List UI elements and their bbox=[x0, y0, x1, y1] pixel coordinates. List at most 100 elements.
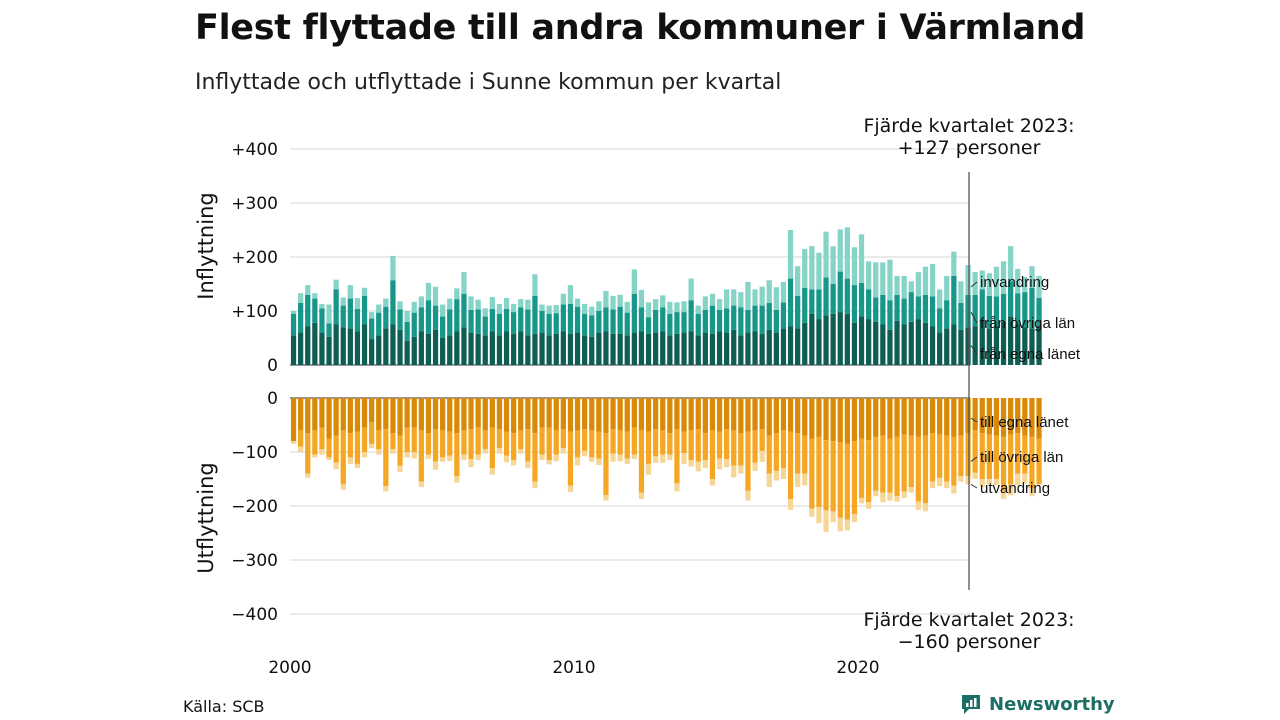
out-bar-segment bbox=[347, 398, 353, 434]
in-bar-segment bbox=[823, 231, 829, 278]
in-bar-segment bbox=[1022, 276, 1028, 293]
in-bar-segment bbox=[866, 319, 872, 365]
out-bar-segment bbox=[418, 398, 424, 431]
in-bar-segment bbox=[752, 289, 758, 306]
out-bar-segment bbox=[653, 398, 659, 430]
in-bar-segment bbox=[958, 281, 964, 303]
in-bar-segment bbox=[560, 331, 566, 365]
in-bar-segment bbox=[319, 303, 325, 309]
out-bar-segment bbox=[738, 465, 744, 474]
out-bar-segment bbox=[489, 398, 495, 428]
out-bar-segment bbox=[326, 438, 332, 458]
out-bar-segment bbox=[979, 479, 985, 488]
out-bar-segment bbox=[844, 398, 850, 444]
in-bar-segment bbox=[944, 328, 950, 365]
in-bar-segment bbox=[447, 335, 453, 365]
in-bar-segment bbox=[361, 287, 368, 296]
in-bar-segment bbox=[525, 299, 531, 310]
in-bar-segment bbox=[397, 309, 403, 330]
in-bar-segment bbox=[645, 317, 652, 334]
out-bar-segment bbox=[461, 430, 467, 455]
in-bar-segment bbox=[354, 298, 361, 309]
in-bar-segment bbox=[383, 298, 389, 307]
in-bar-segment bbox=[574, 306, 581, 333]
in-bar-segment bbox=[589, 315, 595, 337]
in-bar-segment bbox=[411, 312, 417, 337]
in-bar-segment bbox=[290, 311, 297, 314]
in-bar-segment bbox=[780, 328, 787, 365]
chart-canvas: 0 +100 +200 +300 +400 Inflyttning från egna lä… bbox=[194, 115, 1081, 678]
out-bar-segment bbox=[1022, 473, 1028, 484]
out-bar-segment bbox=[418, 481, 424, 488]
in-bar-segment bbox=[681, 332, 687, 365]
out-bar-segment bbox=[454, 398, 460, 434]
in-bar-segment bbox=[596, 311, 602, 333]
in-bar-segment bbox=[1036, 298, 1042, 327]
in-bar-segment bbox=[908, 281, 914, 293]
in-bar-segment bbox=[674, 302, 680, 313]
out-bar-segment bbox=[780, 430, 787, 469]
out-bar-segment bbox=[1000, 398, 1007, 437]
in-bar-segment bbox=[638, 307, 645, 332]
in-bar-segment bbox=[809, 313, 815, 365]
out-bar-segment bbox=[589, 398, 595, 431]
in-bar-segment bbox=[333, 324, 339, 365]
out-bar-segment bbox=[532, 481, 538, 489]
in-bar-segment bbox=[511, 312, 517, 334]
in-bar-segment bbox=[802, 287, 808, 323]
in-bar-segment bbox=[468, 309, 474, 333]
out-bar-segment bbox=[532, 398, 538, 434]
out-bar-segment bbox=[830, 511, 836, 523]
out-bar-segment bbox=[1000, 436, 1007, 491]
in-bar-segment bbox=[1008, 281, 1014, 317]
out-bar-segment bbox=[674, 398, 680, 430]
in-bar-segment bbox=[901, 324, 907, 365]
in-bar-segment bbox=[532, 274, 538, 296]
in-bar-segment bbox=[361, 324, 368, 365]
in-bar-segment bbox=[553, 333, 559, 365]
out-bar-segment bbox=[511, 460, 517, 466]
in-bar-segment bbox=[830, 313, 836, 365]
in-bar-segment bbox=[752, 331, 758, 365]
out-bar-segment bbox=[695, 461, 701, 472]
out-bar-segment bbox=[986, 398, 992, 435]
in-bar-segment bbox=[290, 335, 297, 365]
in-bar-segment bbox=[454, 331, 460, 365]
in-bar-segment bbox=[660, 331, 666, 365]
out-bar-segment bbox=[908, 398, 914, 436]
in-bar-segment bbox=[858, 234, 865, 283]
out-bar-segment bbox=[411, 427, 417, 452]
in-bar-segment bbox=[1000, 321, 1007, 365]
in-bar-segment bbox=[603, 291, 609, 308]
out-bar-segment bbox=[809, 438, 815, 509]
in-ytick-label: 0 bbox=[267, 356, 278, 376]
in-bar-segment bbox=[944, 300, 950, 329]
out-bar-segment bbox=[582, 450, 588, 457]
out-bar-segment bbox=[298, 446, 304, 452]
out-bar-segment bbox=[475, 427, 481, 455]
out-bar-segment bbox=[503, 398, 510, 432]
in-bar-segment bbox=[674, 333, 680, 365]
out-bar-segment bbox=[823, 398, 829, 441]
in-bar-segment bbox=[993, 296, 1000, 327]
out-ytick-label: −300 bbox=[231, 551, 278, 571]
out-bar-segment bbox=[631, 398, 637, 428]
out-bar-segment bbox=[305, 473, 311, 478]
out-bar-segment bbox=[695, 429, 701, 462]
in-bar-segment bbox=[653, 299, 659, 310]
in-bar-segment bbox=[447, 298, 453, 310]
in-bar-segment bbox=[333, 289, 339, 325]
out-bar-segment bbox=[979, 398, 985, 434]
in-series-label-connector bbox=[970, 281, 978, 288]
out-bar-segment bbox=[709, 398, 716, 431]
out-bar-segment bbox=[787, 431, 794, 499]
out-bar-segment bbox=[986, 434, 992, 479]
out-bar-segment bbox=[802, 435, 808, 474]
out-bar-segment bbox=[745, 490, 751, 501]
in-bar-segment bbox=[979, 319, 985, 365]
in-bar-segment bbox=[1000, 293, 1007, 322]
in-bar-segment bbox=[461, 272, 467, 294]
out-bar-segment bbox=[333, 435, 339, 463]
in-bar-segment bbox=[319, 308, 325, 333]
out-bar-segment bbox=[447, 431, 453, 456]
